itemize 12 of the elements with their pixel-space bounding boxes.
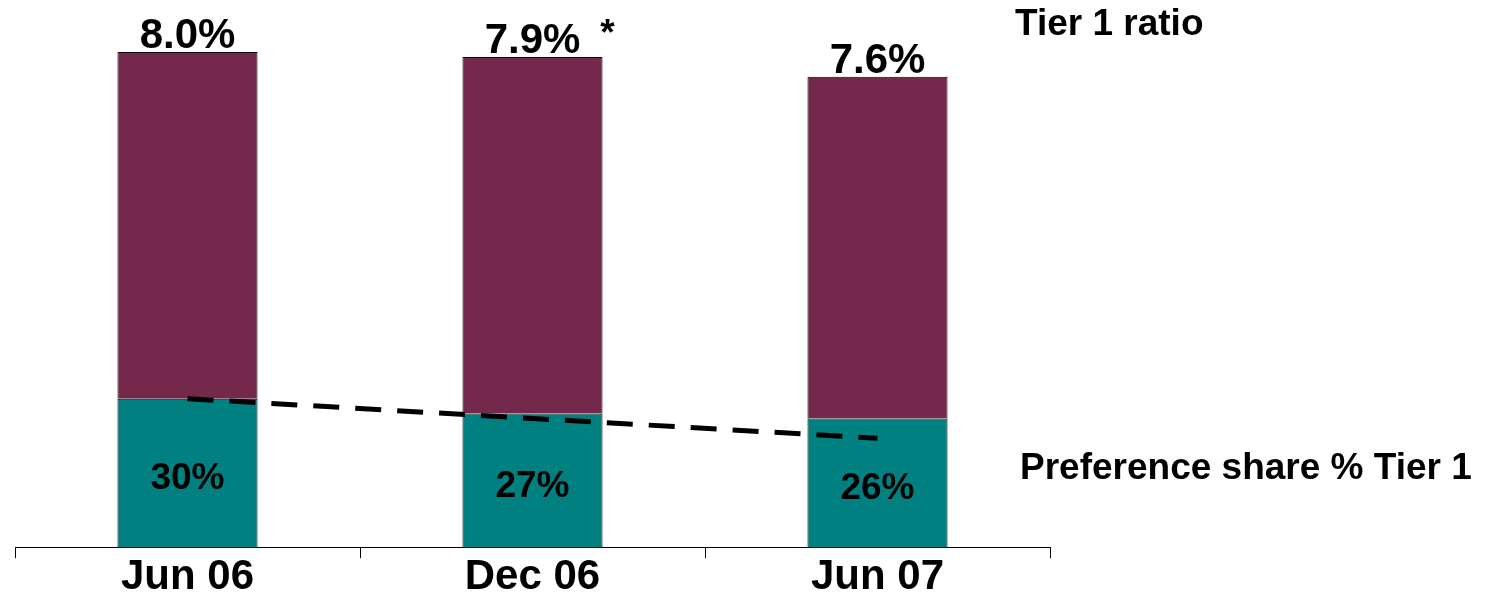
annotation: Tier 1 ratio [1015, 2, 1204, 44]
annotation: 7.6% [829, 34, 926, 82]
data-label: 30% [150, 456, 225, 498]
x-tick-label: Jun 07 [810, 550, 945, 596]
series-label: Preference share % Tier 1 [1020, 446, 1472, 488]
annotation: * [600, 11, 616, 53]
data-label: 27% [495, 463, 570, 505]
data-label: 26% [840, 466, 915, 508]
x-tick-label: Dec 06 [464, 550, 601, 596]
annotation: 7.9% [484, 14, 581, 62]
x-tick-label: Jun 06 [120, 550, 255, 596]
annotation: 8.0% [139, 10, 236, 57]
